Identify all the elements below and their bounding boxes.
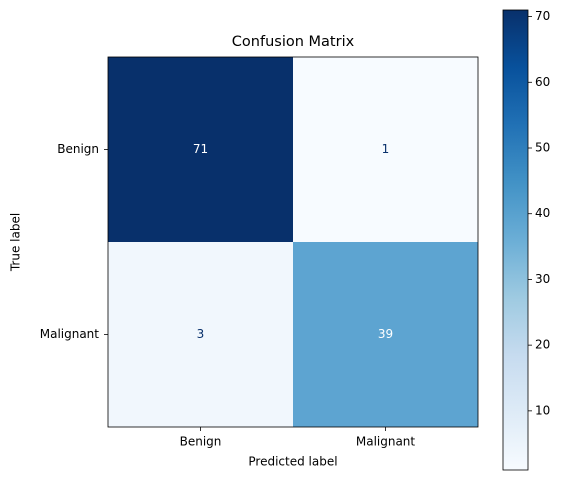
colorbar-tick-label: 40 <box>535 206 550 220</box>
cell-value-label: 71 <box>193 142 208 156</box>
heatmap-cell <box>108 242 293 427</box>
y-tick-label: Benign <box>57 142 99 156</box>
colorbar-tick-label: 70 <box>535 9 550 23</box>
cell-value-label: 39 <box>378 327 393 341</box>
heatmap-cell <box>293 57 478 242</box>
y-axis-label: True label <box>9 213 23 272</box>
cell-value-label: 3 <box>197 327 205 341</box>
colorbar-tick-label: 50 <box>535 141 550 155</box>
colorbar <box>502 9 529 471</box>
heatmap-cell <box>108 57 293 242</box>
colorbar-tick-label: 10 <box>535 403 550 417</box>
x-tick-label: Benign <box>180 435 222 449</box>
x-tick-label: Malignant <box>356 435 416 449</box>
colorbar-tick-label: 60 <box>535 75 550 89</box>
cell-value-label: 1 <box>382 142 390 156</box>
chart-title: Confusion Matrix <box>232 34 355 50</box>
heatmap-cell <box>293 242 478 427</box>
colorbar-tick-label: 20 <box>535 338 550 352</box>
colorbar-tick-label: 30 <box>535 272 550 286</box>
y-tick-label: Malignant <box>40 327 100 341</box>
x-axis-label: Predicted label <box>248 455 337 469</box>
plot-frame <box>107 56 479 428</box>
